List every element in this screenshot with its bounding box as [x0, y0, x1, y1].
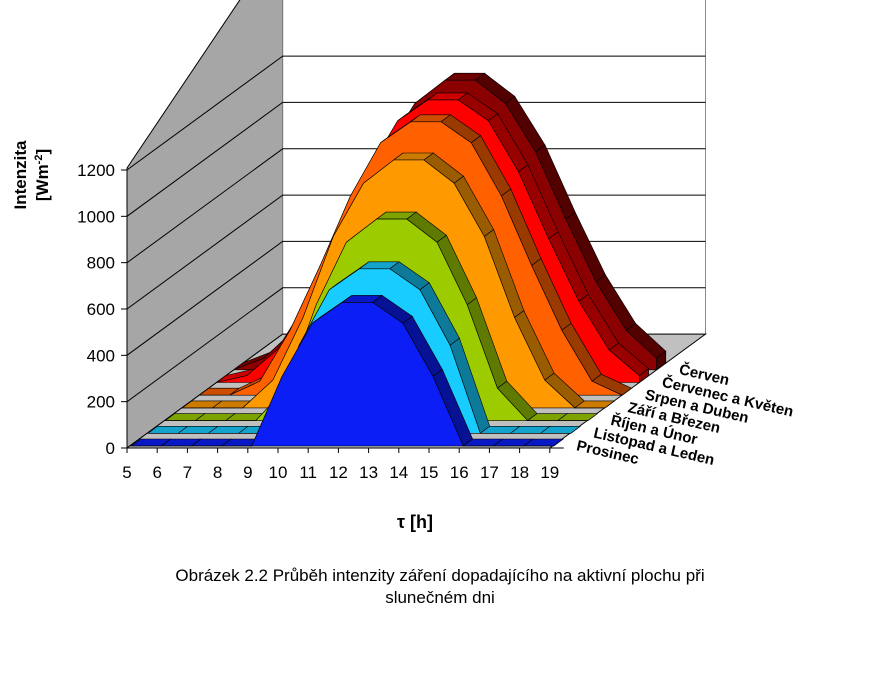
x-tick-label: 6 — [152, 463, 161, 482]
figure-caption: Obrázek 2.2 Průběh intenzity záření dopa… — [60, 565, 820, 609]
caption-line-2: slunečném dni — [385, 588, 495, 607]
gridline — [126, 101, 706, 217]
series-end-cap — [604, 400, 615, 409]
y-tick-label: 1200 — [77, 161, 115, 180]
y-tick-label: 400 — [87, 346, 115, 365]
x-tick-label: 15 — [420, 463, 439, 482]
series-end-cap — [553, 438, 564, 447]
gridline — [126, 55, 706, 171]
x-tick-label: 18 — [510, 463, 529, 482]
series-front-face — [131, 302, 554, 447]
series-end-cap — [570, 426, 581, 434]
caption-line-1: Obrázek 2.2 Průběh intenzity záření dopa… — [175, 566, 705, 585]
x-tick-label: 17 — [480, 463, 499, 482]
x-tick-label: 5 — [122, 463, 131, 482]
y-tick-label: 0 — [106, 439, 115, 458]
chart-axes: 0 200 400 600 800 1000 1200 5 6 7 8 9 10 11 12 13 14 15 16… — [77, 161, 564, 482]
x-tick-label: 16 — [450, 463, 469, 482]
x-tick-label: 10 — [269, 463, 288, 482]
x-tick-label: 11 — [299, 463, 317, 482]
x-tick-label: 9 — [243, 463, 252, 482]
y-axis-label-line1: Intenzita — [11, 140, 30, 209]
y-tick-label: 200 — [87, 393, 115, 412]
x-tick-label: 19 — [540, 463, 559, 482]
series-end-cap — [622, 387, 632, 396]
x-tick-label: 8 — [213, 463, 222, 482]
y-axis-label-line2: [Wm-2] — [33, 149, 52, 201]
gridline — [126, 148, 706, 264]
x-tick-label: 12 — [329, 463, 348, 482]
x-tick-label: 14 — [389, 463, 408, 482]
series-end-cap — [587, 413, 598, 421]
y-tick-label: 600 — [87, 300, 115, 319]
y-tick-label: 800 — [87, 254, 115, 273]
x-tick-label: 7 — [183, 463, 192, 482]
x-tick-label: 13 — [359, 463, 378, 482]
y-tick-label: 1000 — [77, 207, 115, 226]
x-axis-label: τ [h] — [397, 512, 433, 532]
